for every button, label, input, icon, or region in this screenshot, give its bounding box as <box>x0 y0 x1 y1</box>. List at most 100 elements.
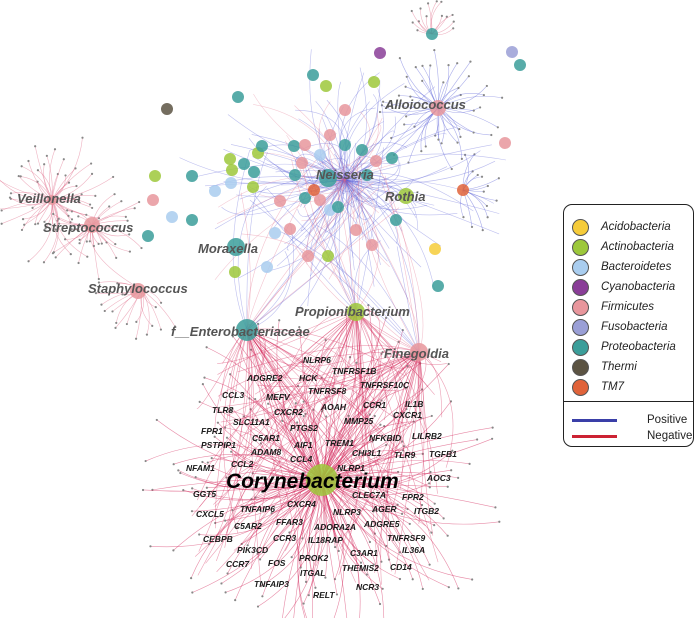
legend-label: Actinobacteria <box>601 241 674 253</box>
taxon-label: Alloiococcus <box>384 97 466 112</box>
network-node <box>186 170 198 182</box>
network-node <box>432 280 444 292</box>
gene-label: C5AR2 <box>234 521 262 531</box>
network-node <box>347 303 365 321</box>
network-node <box>147 194 159 206</box>
legend-item-proteobacteria: Proteobacteria <box>572 337 676 357</box>
network-node <box>229 266 241 278</box>
network-node <box>322 250 334 262</box>
gene-label: NLRP3 <box>333 507 361 517</box>
gene-label: IL1B <box>405 399 423 409</box>
network-node <box>142 230 154 242</box>
red-line-icon <box>572 434 617 438</box>
legend-label: Firmicutes <box>601 301 655 313</box>
gene-label: PIK3CD <box>237 545 268 555</box>
network-node <box>261 261 273 273</box>
network-node <box>429 243 441 255</box>
legend-label: TM7 <box>601 381 624 393</box>
legend-label: Negative <box>647 430 693 442</box>
network-node <box>368 76 380 88</box>
network-node <box>209 185 221 197</box>
network-node <box>302 250 314 262</box>
gene-label: CCR7 <box>226 559 250 569</box>
circle-icon <box>572 238 589 256</box>
network-node <box>186 214 198 226</box>
gene-label: TNFRSF10C <box>360 380 410 390</box>
taxon-label: Streptococcus <box>43 220 133 235</box>
gene-label: CCL3 <box>222 390 244 400</box>
network-nodes <box>47 28 526 496</box>
gene-label: FFAR3 <box>276 517 303 527</box>
network-node <box>84 217 100 233</box>
taxon-label: Staphylococcus <box>88 281 188 296</box>
network-node <box>308 184 320 196</box>
taxon-label: Veillonella <box>17 191 81 206</box>
circle-icon <box>572 218 589 236</box>
legend-item-acidobacteria: Acidobacteria <box>572 217 671 237</box>
network-node <box>356 144 368 156</box>
network-node <box>299 139 311 151</box>
network-node <box>238 158 250 170</box>
taxon-label: Rothia <box>385 189 425 204</box>
blue-line-icon <box>572 418 617 422</box>
network-node <box>426 28 438 40</box>
legend-edge-positive: Positive <box>572 414 687 426</box>
legend-label: Positive <box>647 414 688 426</box>
network-node <box>299 192 311 204</box>
legend-item-actinobacteria: Actinobacteria <box>572 237 674 257</box>
gene-label: NFAM1 <box>186 463 215 473</box>
network-node <box>314 149 326 161</box>
gene-label: C3AR1 <box>350 548 378 558</box>
gene-label: FOS <box>268 558 286 568</box>
network-node <box>166 211 178 223</box>
gene-label: TLR8 <box>212 405 234 415</box>
network-node <box>499 137 511 149</box>
network-node <box>390 214 402 226</box>
gene-label: TNFRSF1B <box>332 366 376 376</box>
network-node <box>47 195 57 205</box>
gene-label: IL18RAP <box>308 535 343 545</box>
network-node <box>339 104 351 116</box>
legend-label: Thermi <box>601 361 637 373</box>
legend-item-cyanobacteria: Cyanobacteria <box>572 277 675 297</box>
gene-label: ITGAL <box>300 568 326 578</box>
legend-divider <box>564 401 693 402</box>
gene-label: CXCL5 <box>196 509 224 519</box>
network-node <box>319 169 337 187</box>
gene-label: TNFRSF9 <box>387 533 426 543</box>
gene-label: TLR9 <box>394 450 416 460</box>
network-node <box>430 100 446 116</box>
gene-label: TREM1 <box>325 438 354 448</box>
network-node <box>410 343 428 361</box>
taxon-label: Corynebacterium <box>226 470 399 493</box>
gene-label: CCR3 <box>273 533 296 543</box>
gene-label: NCR3 <box>356 582 379 592</box>
network-node <box>149 170 161 182</box>
gene-label: MEFV <box>266 392 291 402</box>
legend-edge-negative: Negative <box>572 430 692 442</box>
gene-label: TGFB1 <box>429 449 457 459</box>
gene-label: FPR2 <box>402 492 424 502</box>
gene-label: CHI3L1 <box>352 448 382 458</box>
network-node <box>288 140 300 152</box>
gene-label: CEBPB <box>203 534 233 544</box>
network-node <box>457 184 469 196</box>
network-node <box>506 46 518 58</box>
circle-icon <box>572 318 589 336</box>
network-node <box>247 181 259 193</box>
gene-label: ADAM8 <box>250 447 281 457</box>
gene-label: LILRB2 <box>412 431 442 441</box>
gene-label: SLC11A1 <box>233 417 270 427</box>
legend-label: Cyanobacteria <box>601 281 676 293</box>
gene-label: NLRP6 <box>303 355 331 365</box>
taxon-label: Moraxella <box>198 241 258 256</box>
gene-label: FPR1 <box>201 426 223 436</box>
legend-item-fusobacteria: Fusobacteria <box>572 317 667 337</box>
gene-label: IL36A <box>402 545 425 555</box>
gene-label: AGER <box>371 504 397 514</box>
gene-label: CXCR2 <box>274 407 303 417</box>
legend-label: Fusobacteria <box>601 321 668 333</box>
network-node <box>226 164 238 176</box>
network-node <box>296 157 308 169</box>
